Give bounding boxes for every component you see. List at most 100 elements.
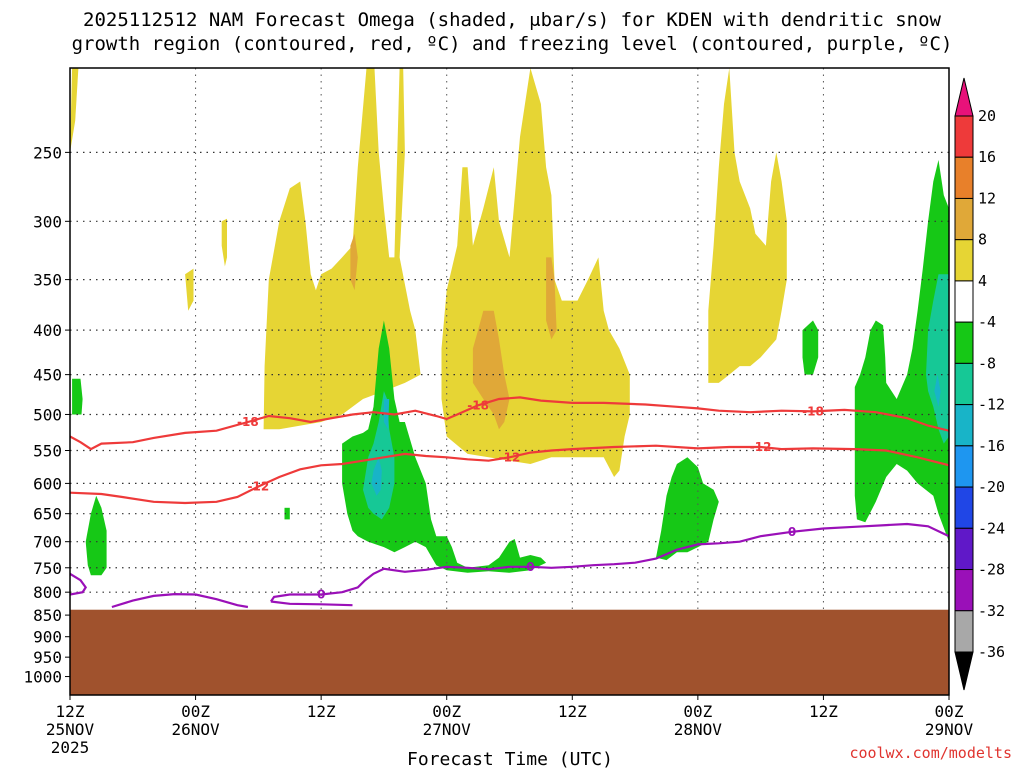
colorbar-swatch	[954, 321, 974, 364]
x-tick-label: 00Z	[683, 702, 712, 721]
omega-shading	[70, 68, 949, 576]
colorbar-label: 16	[978, 148, 996, 166]
colorbar-label: -24	[978, 519, 1005, 537]
colorbar-swatch	[954, 486, 974, 529]
y-tick-label: 450	[33, 366, 62, 385]
x-tick-label: 12Z	[558, 702, 587, 721]
x-tick-year: 2025	[51, 738, 90, 757]
contour-freezing_lower	[111, 592, 249, 609]
y-tick-label: 500	[33, 405, 62, 424]
colorbar-swatch	[954, 527, 974, 571]
contour-label-dgz_lower: -12	[499, 450, 521, 464]
colorbar-swatch	[954, 115, 974, 158]
colorbar-swatch	[954, 239, 974, 282]
grid-lines	[70, 68, 949, 695]
omega-region-5	[708, 68, 787, 383]
contour-dgz_upper	[70, 396, 949, 451]
x-tick-date: 29NOV	[925, 720, 974, 739]
omega-region-14	[802, 320, 819, 375]
colorbar-swatch	[954, 569, 974, 612]
colorbar-label: -12	[978, 396, 1005, 414]
colorbar-bottom-arrow	[954, 651, 974, 691]
colorbar-swatch	[954, 610, 974, 653]
x-tick-label: 00Z	[935, 702, 964, 721]
y-tick-label: 400	[33, 321, 62, 340]
y-tick-label: 850	[33, 606, 62, 625]
colorbar-label: 8	[978, 231, 987, 249]
colorbar-label: 20	[978, 107, 996, 125]
colorbar-swatch	[954, 280, 974, 323]
colorbar-label: -4	[978, 313, 996, 331]
contour-label-freezing_main: 0	[526, 560, 534, 574]
omega-region-12	[342, 320, 547, 573]
plot-frame	[69, 67, 950, 696]
omega-region-17	[926, 274, 949, 444]
y-tick-label: 250	[33, 143, 62, 162]
y-tick-label: 650	[33, 505, 62, 524]
chart-title-line1: 2025112512 NAM Forecast Omega (shaded, μ…	[83, 9, 941, 31]
omega-region-9	[72, 378, 83, 415]
omega-region-6	[350, 233, 358, 291]
omega-region-0	[70, 68, 79, 153]
colorbar: 20 16 12 8 4 -4 -8 -12 -16 -20 -24 -28 -32 -36	[954, 77, 1005, 691]
temperature-contours: -18 -18 -18 -12 -12 -12 0 0 0	[70, 396, 949, 609]
contour-label-dgz_upper: -18	[802, 404, 824, 418]
colorbar-label: -36	[978, 643, 1005, 661]
contour-freezing_upper	[70, 572, 88, 596]
y-tick-label: 800	[33, 583, 62, 602]
omega-region-18	[371, 457, 382, 496]
x-tick-date: 28NOV	[674, 720, 723, 739]
y-axis-ticks: 250 300 350 400 450 500 550 600 650 700 750 800 850 9…	[23, 143, 70, 687]
colorbar-label: -32	[978, 602, 1005, 620]
terrain-fill	[70, 609, 949, 695]
terrain-surface	[70, 609, 949, 695]
colorbar-swatch	[954, 156, 974, 199]
x-tick-label: 12Z	[809, 702, 838, 721]
contour-label-dgz_upper: -18	[467, 398, 489, 412]
colorbar-label: 4	[978, 272, 987, 290]
contour-dgz_lower	[70, 444, 949, 505]
x-tick-label: 00Z	[181, 702, 210, 721]
colorbar-swatch	[954, 362, 974, 406]
x-tick-label: 12Z	[56, 702, 85, 721]
x-tick-label: 00Z	[432, 702, 461, 721]
colorbar-swatch	[954, 445, 974, 488]
contour-label-freezing_main: 0	[788, 525, 796, 539]
contour-label-dgz_lower: -12	[750, 440, 772, 454]
colorbar-label: -20	[978, 478, 1005, 496]
omega-region-11	[284, 507, 290, 520]
x-tick-date: 26NOV	[171, 720, 220, 739]
y-tick-label: 350	[33, 271, 62, 290]
y-tick-label: 950	[33, 648, 62, 667]
colorbar-swatch	[954, 404, 974, 447]
omega-region-8	[546, 257, 557, 340]
colorbar-swatch	[954, 197, 974, 241]
y-tick-label: 750	[33, 559, 62, 578]
colorbar-label: 12	[978, 189, 996, 207]
x-tick-label: 12Z	[307, 702, 336, 721]
omega-region-20	[934, 374, 941, 407]
y-tick-label: 300	[33, 212, 62, 231]
colorbar-top-arrow	[954, 77, 974, 117]
y-tick-label: 600	[33, 474, 62, 493]
x-tick-date: 25NOV	[46, 720, 95, 739]
omega-region-15	[854, 159, 949, 542]
contour-label-dgz_upper: -18	[237, 415, 259, 429]
colorbar-label: -28	[978, 561, 1005, 579]
x-tick-date: 27NOV	[423, 720, 472, 739]
colorbar-label: -8	[978, 354, 996, 372]
omega-region-10	[85, 495, 107, 576]
chart-title-line2: growth region (contoured, red, ºC) and f…	[71, 33, 953, 55]
chart-title: 2025112512 NAM Forecast Omega (shaded, μ…	[0, 8, 1024, 56]
contour-label-dgz_lower: -12	[248, 480, 270, 494]
contour-label-freezing_main: 0	[317, 588, 325, 602]
y-tick-label: 900	[33, 628, 62, 647]
y-tick-label: 1000	[23, 668, 62, 687]
contour-freezing_tail	[270, 600, 353, 607]
x-axis-label: Forecast Time (UTC)	[407, 749, 613, 768]
colorbar-label: -16	[978, 437, 1005, 455]
contour-freezing_main	[269, 522, 949, 603]
site-credit: coolwx.com/modelts	[849, 744, 1012, 762]
